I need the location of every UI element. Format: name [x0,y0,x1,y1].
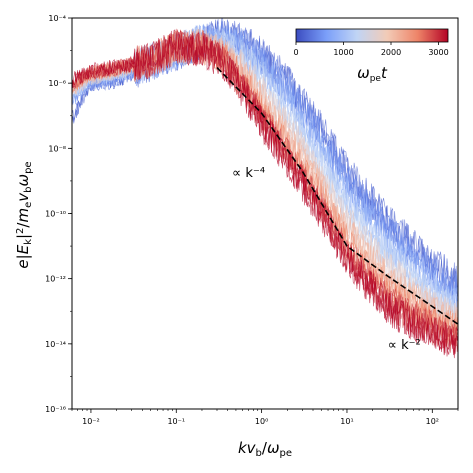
spectra-series-group [72,18,458,359]
y-tick-label: 10⁻⁶ [48,79,66,88]
colorbar-tick-label: 1000 [333,48,353,57]
x-tick-label: 10⁻² [82,417,100,426]
colorbar-tick-label: 0 [293,48,298,57]
reference-power-law-line [216,67,458,325]
y-axis-label: e|Ek|2/mevbωpe [14,161,34,268]
spectrum-line [72,26,458,328]
power-law-annotation: ∝ k⁻⁴ [232,166,265,181]
x-axis: 10⁻² 10⁻¹ 10⁰ 10¹ 10² [71,409,459,426]
colorbar: 0 1000 2000 3000 ωpet [293,28,449,84]
x-tick-label: 10⁻¹ [167,417,185,426]
x-tick-label: 10² [426,417,439,426]
plot-area [71,17,459,410]
colorbar-gradient [295,28,449,43]
colorbar-ticks: 0 1000 2000 3000 [293,42,449,57]
annotations-group: ∝ k⁻⁴ ∝ k⁻² [232,166,421,353]
y-tick-label: 10⁻¹⁰ [45,210,66,219]
y-tick-label: 10⁻¹⁴ [45,340,66,349]
spectrum-line [72,29,458,357]
spectrum-line [72,29,458,356]
y-tick-label: 10⁻⁸ [48,144,66,153]
x-tick-label: 10¹ [340,417,353,426]
y-tick-label: 10⁻¹⁶ [45,405,66,414]
colorbar-label: ωpet [357,64,388,84]
x-axis-label: kvb/ωpe [238,439,292,459]
y-axis: 10⁻¹⁶ 10⁻¹⁴ 10⁻¹² 10⁻¹⁰ 10⁻⁸ 10⁻⁶ 10⁻⁴ [45,14,72,414]
power-law-annotation: ∝ k⁻² [388,338,421,353]
x-tick-label: 10⁰ [255,417,268,426]
y-tick-label: 10⁻¹² [45,275,66,284]
colorbar-tick-label: 3000 [428,48,448,57]
spectrum-series [72,29,458,359]
spectrum-line [72,30,458,359]
colorbar-tick-label: 2000 [381,48,401,57]
y-tick-label: 10⁻⁴ [48,14,66,23]
